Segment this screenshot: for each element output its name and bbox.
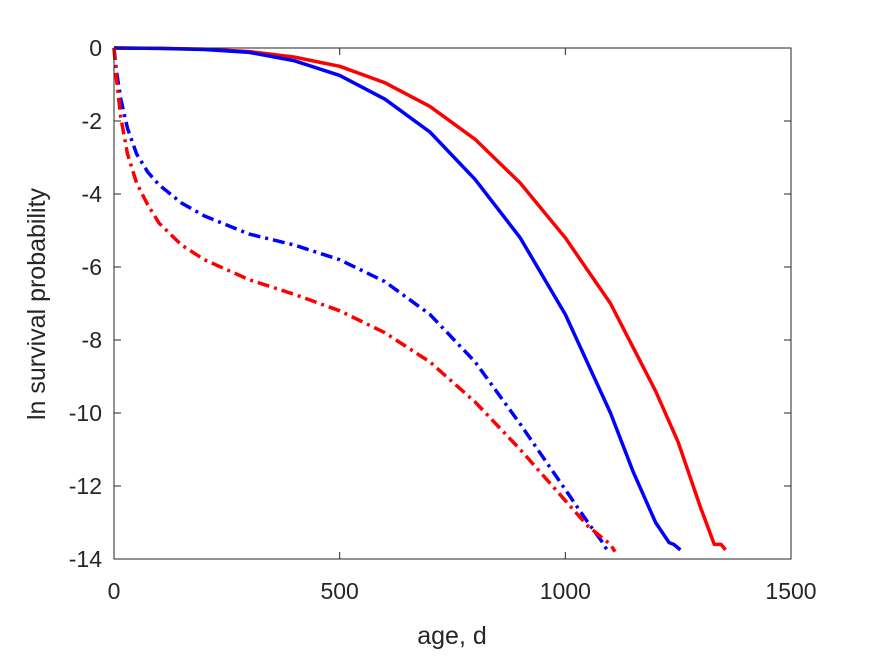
y-tick-label-0: 0 xyxy=(89,35,102,61)
series-line-2 xyxy=(113,46,682,552)
series-layer xyxy=(112,46,727,553)
x-tick-label-1000: 1000 xyxy=(540,578,591,604)
series-line-3 xyxy=(112,47,610,553)
y-tick-label--8: -8 xyxy=(82,327,102,353)
plot-area-background xyxy=(114,48,791,559)
y-axis-label: ln survival probability xyxy=(23,187,51,420)
x-axis-label: age, d xyxy=(417,622,487,650)
series-line-4 xyxy=(112,47,617,553)
tick-layer: 0 500 1000 1500 0 -2 -4 -6 -8 -10 -12 -14 xyxy=(69,35,817,604)
x-tick-label-1500: 1500 xyxy=(765,578,816,604)
axes-box xyxy=(113,47,792,560)
x-tick-label-500: 500 xyxy=(320,578,358,604)
x-tick-label-0: 0 xyxy=(108,578,121,604)
y-tick-label--12: -12 xyxy=(69,473,102,499)
y-tick-label--2: -2 xyxy=(82,108,102,134)
y-tick-label--4: -4 xyxy=(82,181,103,207)
y-tick-label--14: -14 xyxy=(69,546,102,572)
y-tick-label--10: -10 xyxy=(69,400,102,426)
y-tick-label--6: -6 xyxy=(82,254,102,280)
